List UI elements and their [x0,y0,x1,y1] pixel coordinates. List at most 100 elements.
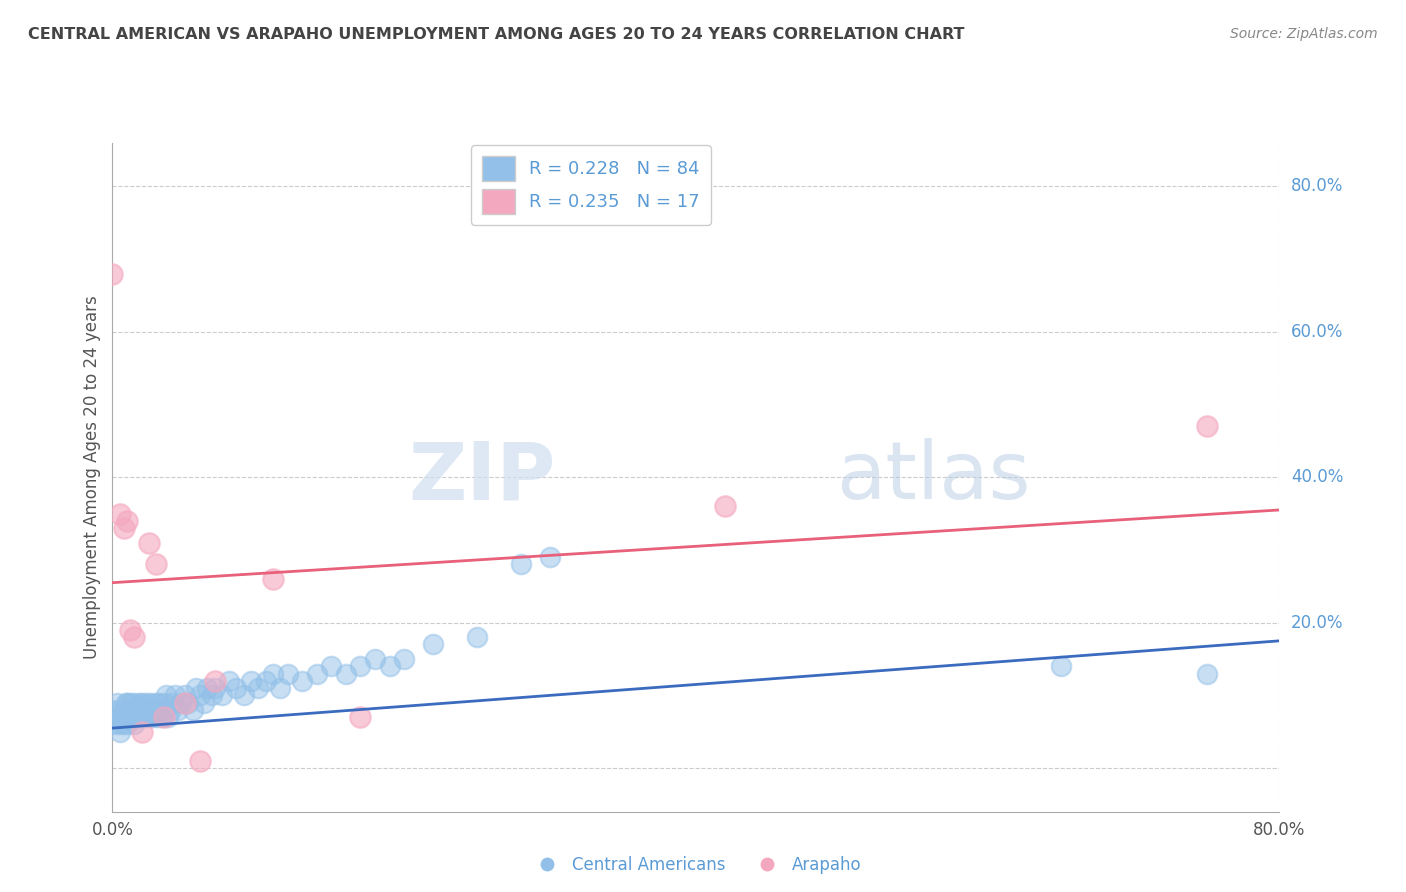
Point [188,689,211,703]
Point [152,696,174,710]
Point [132,703,155,717]
Point [145,703,167,717]
Point [714,500,737,514]
Point [181,703,204,717]
Point [149,703,172,717]
Point [142,710,165,724]
Point [115,710,138,724]
Point [120,703,142,717]
Point [153,703,176,717]
Y-axis label: Unemployment Among Ages 20 to 24 years: Unemployment Among Ages 20 to 24 years [83,295,101,659]
Text: 80.0%: 80.0% [1291,178,1344,195]
Point [124,630,146,644]
Point [148,696,170,710]
Point [349,710,371,724]
Point [129,703,152,717]
Point [184,681,207,695]
Point [177,696,200,710]
Point [262,666,284,681]
Point [276,666,298,681]
Point [135,696,157,710]
Point [465,630,488,644]
Point [136,703,159,717]
Point [124,696,146,710]
Point [335,666,357,681]
Point [240,673,263,688]
Point [305,666,328,681]
Point [247,681,270,695]
Point [138,535,160,549]
Point [145,558,167,572]
Point [509,558,531,572]
Point [134,710,156,724]
Point [162,696,184,710]
Point [269,681,291,695]
Point [111,717,134,731]
Point [105,696,128,710]
Point [392,652,416,666]
Text: 60.0%: 60.0% [1291,323,1344,341]
Point [115,717,138,731]
Point [138,710,160,724]
Point [114,696,136,710]
Point [107,717,129,731]
Point [204,681,226,695]
Point [118,710,141,724]
Point [112,521,135,535]
Text: atlas: atlas [837,438,1031,516]
Point [160,703,183,717]
Point [174,689,197,703]
Point [118,623,141,637]
Point [143,696,166,710]
Point [262,572,284,586]
Point [167,703,190,717]
Point [131,724,153,739]
Point [156,710,179,724]
Point [193,696,215,710]
Text: Source: ZipAtlas.com: Source: ZipAtlas.com [1230,27,1378,41]
Point [125,703,148,717]
Point [195,681,218,695]
Point [422,637,444,651]
Point [291,673,314,688]
Point [254,673,277,688]
Point [122,710,145,724]
Point [150,710,173,724]
Point [1049,659,1071,673]
Point [101,267,124,281]
Point [211,689,233,703]
Point [101,703,124,717]
Point [141,703,163,717]
Point [170,696,193,710]
Text: ZIP: ZIP [409,438,555,516]
Point [124,717,146,731]
Point [204,673,226,688]
Point [232,689,254,703]
Point [1195,666,1218,681]
Point [155,689,177,703]
Point [146,710,169,724]
Point [112,703,135,717]
Point [108,703,131,717]
Point [131,710,153,724]
Point [378,659,401,673]
Text: 20.0%: 20.0% [1291,614,1344,632]
Point [112,710,135,724]
Legend: Central Americans, Arapaho: Central Americans, Arapaho [523,849,869,880]
Point [321,659,343,673]
Point [115,696,138,710]
Point [139,696,162,710]
Point [188,754,211,768]
Point [349,659,371,673]
Point [127,710,149,724]
Point [218,673,240,688]
Point [108,724,131,739]
Point [117,703,139,717]
Point [1195,419,1218,434]
Point [128,696,150,710]
Point [118,696,141,710]
Point [364,652,387,666]
Text: 40.0%: 40.0% [1291,468,1344,486]
Point [152,710,174,724]
Point [225,681,247,695]
